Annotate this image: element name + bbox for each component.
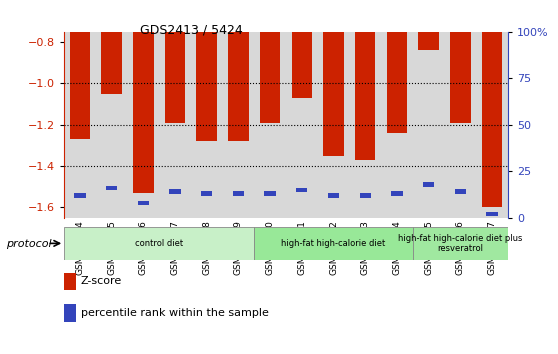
Bar (260, 0, 281, 123)
Bar (359, 193, 371, 198)
Text: percentile rank within the sample: percentile rank within the sample (81, 308, 269, 318)
Bar (455, 189, 466, 194)
FancyBboxPatch shape (254, 227, 413, 259)
Bar (159, 32, 191, 218)
Bar (349, 32, 381, 218)
Bar (106, 186, 117, 190)
Bar (355, 0, 376, 160)
Bar (486, 212, 498, 216)
Bar (201, 191, 213, 196)
Bar (74, 193, 86, 198)
FancyBboxPatch shape (64, 227, 254, 259)
Bar (70, 0, 90, 139)
Bar (64, 32, 96, 218)
Bar (128, 32, 159, 218)
Bar (102, 0, 122, 94)
Bar (391, 191, 402, 196)
Bar (318, 32, 349, 218)
Bar (476, 32, 508, 218)
Bar (423, 182, 434, 187)
Bar (165, 0, 185, 123)
Bar (418, 0, 439, 50)
Bar (138, 201, 149, 205)
Text: GDS2413 / 5424: GDS2413 / 5424 (140, 23, 242, 36)
Bar (196, 0, 217, 141)
Bar (413, 32, 444, 218)
Bar (381, 32, 413, 218)
Bar (286, 32, 318, 218)
Bar (170, 189, 181, 194)
Bar (223, 32, 254, 218)
Bar (96, 32, 128, 218)
Bar (296, 188, 307, 192)
Bar (191, 32, 223, 218)
Bar (387, 0, 407, 133)
Bar (323, 0, 344, 156)
Bar (482, 0, 502, 207)
Text: control diet: control diet (135, 239, 183, 248)
Text: Z-score: Z-score (81, 276, 122, 286)
FancyBboxPatch shape (413, 227, 508, 259)
Bar (264, 191, 276, 196)
Bar (233, 191, 244, 196)
Bar (444, 32, 476, 218)
Bar (328, 193, 339, 198)
Text: protocol: protocol (6, 239, 51, 249)
Bar (450, 0, 470, 123)
Bar (228, 0, 249, 141)
Text: high-fat high-calorie diet: high-fat high-calorie diet (281, 239, 386, 248)
Bar (133, 0, 153, 193)
Bar (254, 32, 286, 218)
Bar (291, 0, 312, 98)
Text: high-fat high-calorie diet plus
resveratrol: high-fat high-calorie diet plus resverat… (398, 234, 522, 253)
